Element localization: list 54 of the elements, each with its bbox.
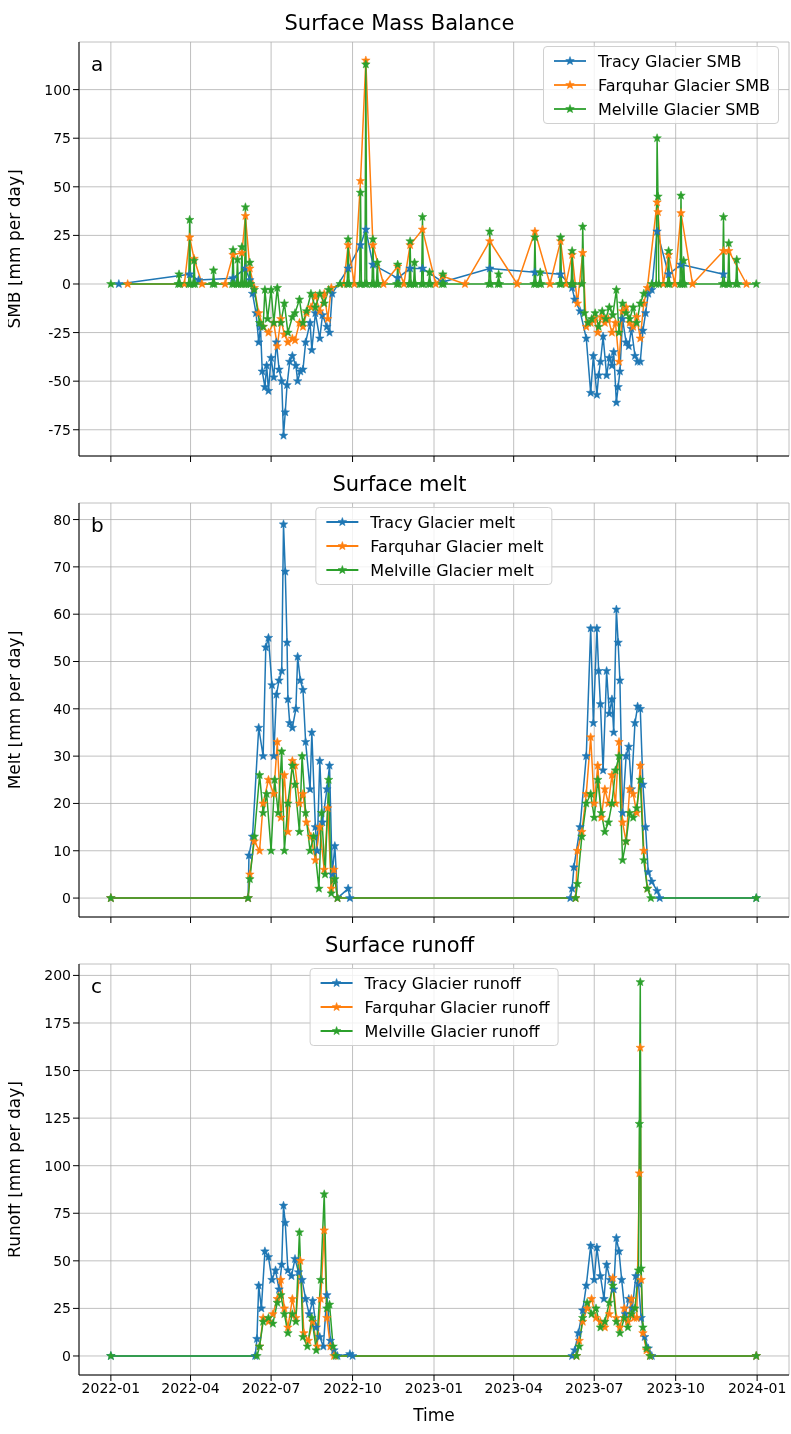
- annotation: a: [91, 52, 104, 76]
- legend-label: Melville Glacier SMB: [597, 99, 761, 119]
- y-tick-label: 150: [44, 1062, 71, 1079]
- x-tick-label: 2022-04: [161, 1379, 220, 1396]
- y-tick-label: 70: [53, 558, 71, 575]
- y-tick-label: -50: [48, 373, 71, 390]
- y-tick-label: 60: [53, 606, 71, 623]
- x-tick-label: 2022-10: [323, 1379, 382, 1396]
- legend-label: Melville Glacier melt: [370, 560, 534, 580]
- y-tick-label: 50: [53, 653, 71, 670]
- x-axis-title: Time: [412, 1405, 455, 1425]
- legend-label: Farquhar Glacier SMB: [597, 75, 770, 95]
- y-tick-label: 50: [53, 1252, 71, 1269]
- annotation: c: [91, 974, 102, 998]
- y-tick-label: 175: [44, 1014, 71, 1031]
- chart-title: Surface melt: [331, 471, 468, 498]
- annotation: b: [91, 513, 104, 537]
- y-tick-label: -25: [48, 324, 71, 341]
- legend-label: Melville Glacier runoff: [364, 1021, 540, 1041]
- y-tick-label: 0: [62, 1347, 71, 1364]
- legend-label: Tracy Glacier melt: [370, 512, 516, 532]
- x-tick-label: 2023-07: [564, 1379, 624, 1396]
- x-tick-label: 2023-04: [484, 1379, 544, 1396]
- y-tick-label: 20: [53, 795, 71, 812]
- y-tick-label: 0: [62, 890, 71, 907]
- legend-label: Farquhar Glacier runoff: [364, 997, 550, 1017]
- x-tick-label: 2022-01: [81, 1379, 141, 1396]
- y-tick-label: 200: [44, 967, 71, 984]
- y-tick-label: 40: [53, 700, 71, 717]
- x-tick-label: 2023-01: [404, 1379, 464, 1396]
- y-tick-label: -75: [48, 421, 71, 438]
- y-tick-label: 125: [44, 1110, 71, 1127]
- x-tick-label: 2023-10: [646, 1379, 705, 1396]
- x-tick-label: 2024-01: [727, 1379, 787, 1396]
- y-tick-label: 75: [53, 1205, 71, 1222]
- legend-label: Tracy Glacier runoff: [364, 973, 521, 993]
- chart-title: Surface runoff: [323, 932, 476, 959]
- y-tick-label: 25: [53, 227, 71, 244]
- y-tick-label: 50: [53, 178, 71, 195]
- y-axis-title: Runoff [mm per day]: [4, 1081, 25, 1258]
- chart-title: Surface Mass Balance: [283, 10, 516, 37]
- y-tick-label: 75: [53, 130, 71, 147]
- y-tick-label: 25: [53, 1300, 71, 1317]
- y-tick-label: 80: [53, 511, 71, 528]
- y-axis-title: SMB [mm per day]: [4, 169, 25, 329]
- legend-label: Farquhar Glacier melt: [370, 536, 544, 556]
- y-tick-label: 0: [62, 275, 71, 292]
- legend-label: Tracy Glacier SMB: [597, 51, 742, 71]
- y-tick-label: 100: [44, 1157, 71, 1174]
- y-tick-label: 100: [44, 81, 71, 98]
- x-tick-label: 2022-07: [241, 1379, 301, 1396]
- y-axis-title: Melt [mm per day]: [4, 630, 25, 790]
- y-tick-label: 30: [53, 748, 71, 765]
- y-tick-label: 10: [53, 842, 71, 859]
